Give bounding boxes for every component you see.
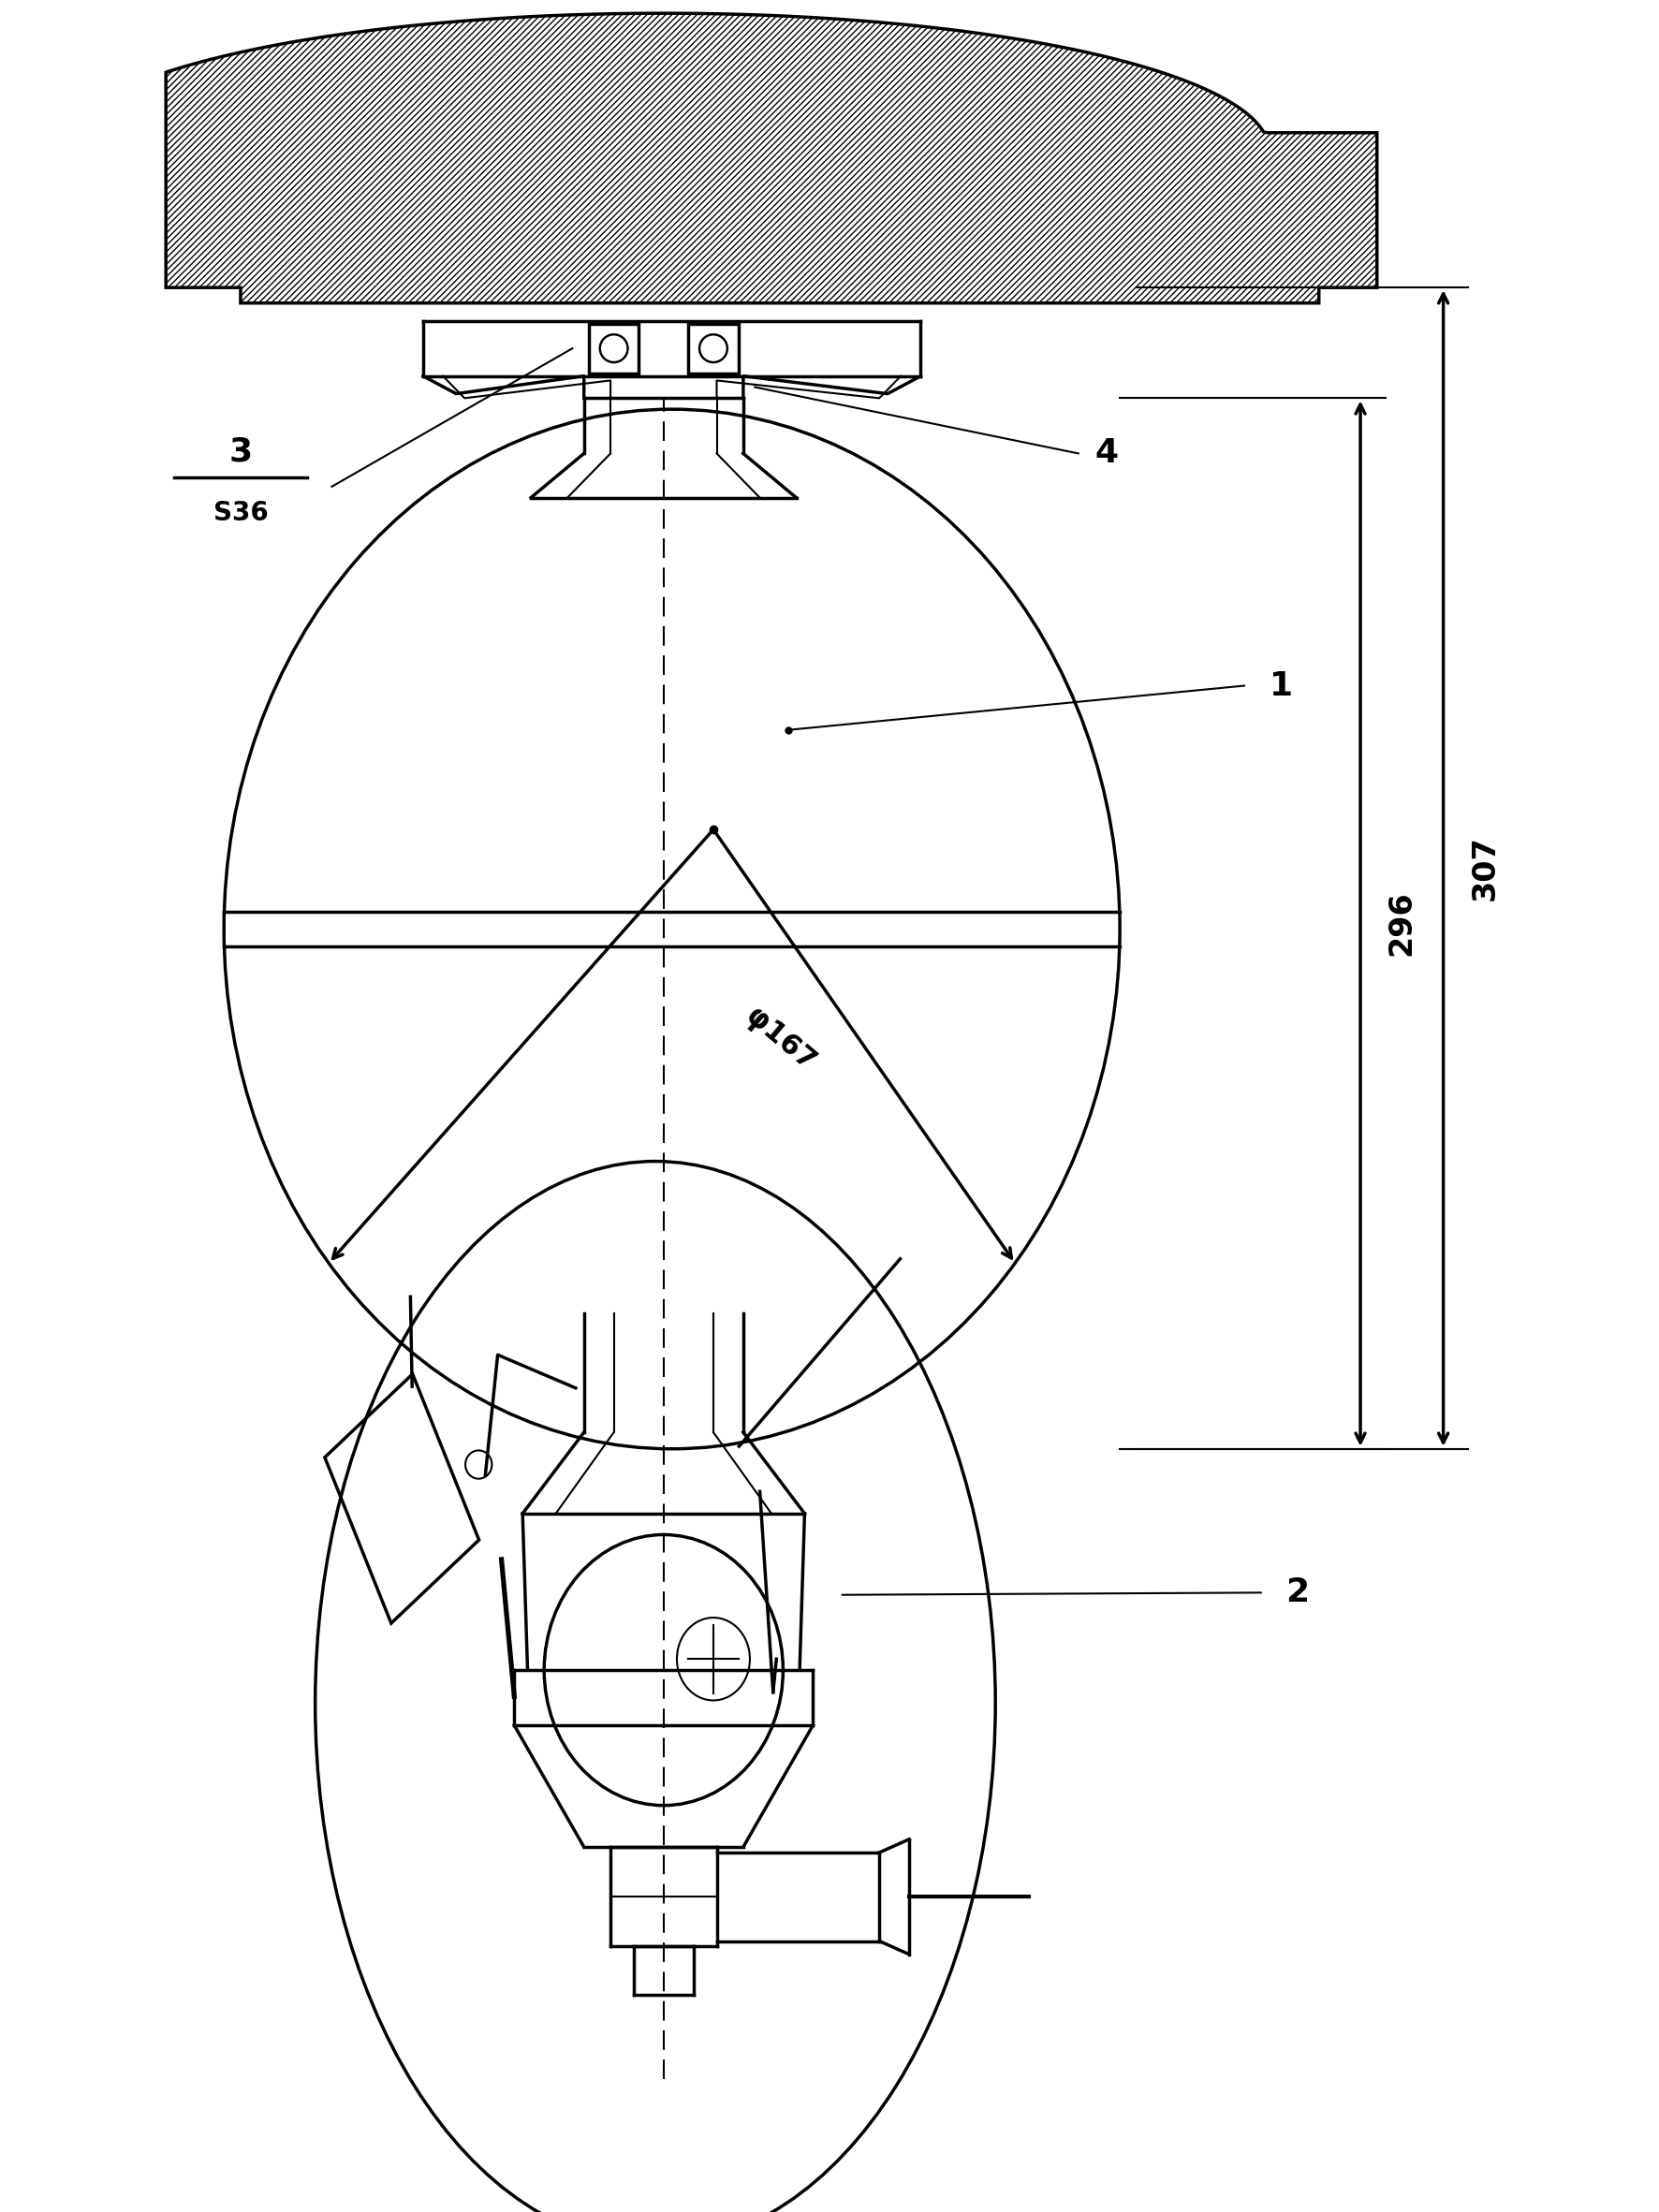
Text: φ167: φ167 bbox=[740, 1002, 820, 1077]
Text: 1: 1 bbox=[1269, 670, 1292, 701]
Bar bbox=[589, 323, 639, 374]
Bar bbox=[688, 323, 738, 374]
Text: 307: 307 bbox=[1470, 836, 1500, 900]
Text: 4: 4 bbox=[1095, 438, 1118, 469]
Text: 2: 2 bbox=[1286, 1577, 1309, 1608]
Polygon shape bbox=[166, 13, 1377, 303]
Text: S36: S36 bbox=[212, 500, 269, 526]
Text: 3: 3 bbox=[229, 436, 252, 467]
Text: 296: 296 bbox=[1387, 891, 1417, 956]
